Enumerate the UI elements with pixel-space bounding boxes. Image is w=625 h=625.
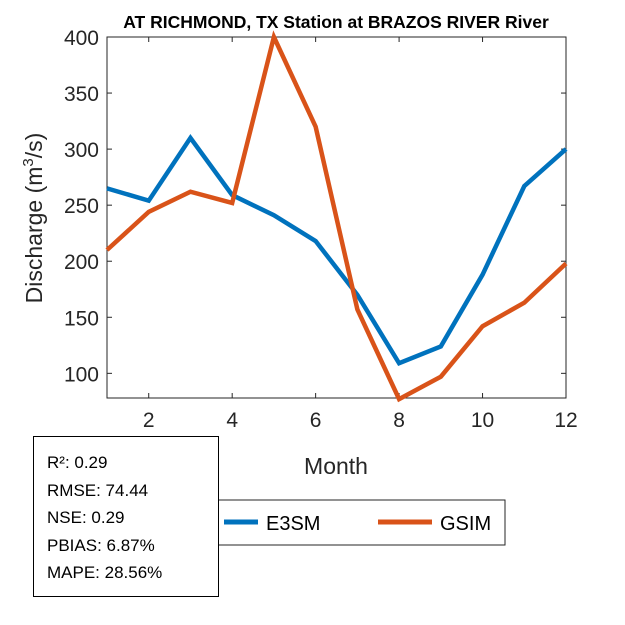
stats-box: R²: 0.29 RMSE: 74.44 NSE: 0.29 PBIAS: 6.… <box>33 436 219 597</box>
y-tick-label: 350 <box>64 83 99 106</box>
legend: E3SM GSIM <box>217 499 506 546</box>
legend-label-gsim: GSIM <box>440 513 491 535</box>
stat-rmse: RMSE: 74.44 <box>47 480 149 500</box>
y-tick-label: 300 <box>64 139 99 162</box>
y-tick-label: 250 <box>64 195 99 218</box>
stat-pbias: PBIAS: 6.87% <box>47 535 155 555</box>
x-tick-label: 4 <box>226 409 238 432</box>
x-tick-label: 6 <box>310 409 322 432</box>
chart-title: AT RICHMOND, TX Station at BRAZOS RIVER … <box>123 12 549 32</box>
y-axis-label: Discharge (m3/s) <box>20 133 47 304</box>
stat-mape: MAPE: 28.56% <box>47 563 163 582</box>
x-tick-label: 10 <box>471 409 494 432</box>
series-line-e3sm <box>106 133 568 367</box>
y-tick-label: 100 <box>64 363 99 386</box>
x-tick-label: 12 <box>554 409 577 432</box>
x-tick-label: 2 <box>143 409 155 432</box>
x-tick-label: 8 <box>393 409 405 432</box>
y-tick-label: 200 <box>64 251 99 274</box>
stat-r2: R²: 0.29 <box>47 453 108 472</box>
series-line-gsim <box>105 30 568 403</box>
x-axis-label: Month <box>304 453 368 479</box>
y-tick-label: 400 <box>64 27 99 50</box>
stat-nse: NSE: 0.29 <box>47 508 125 527</box>
y-tick-label: 150 <box>64 307 99 330</box>
legend-label-e3sm: E3SM <box>266 513 320 535</box>
